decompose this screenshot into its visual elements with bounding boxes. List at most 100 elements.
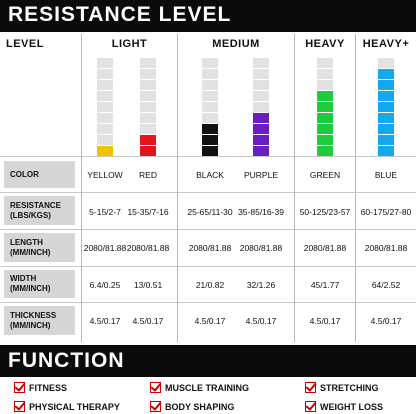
width-value: 6.4/0.25 bbox=[89, 280, 121, 290]
level-cell bbox=[140, 102, 156, 112]
level-cell bbox=[317, 58, 333, 68]
color-value: RED bbox=[139, 170, 157, 180]
level-cell bbox=[378, 91, 394, 101]
thickness-value: 4.5/0.17 bbox=[309, 316, 341, 326]
row-divider bbox=[0, 192, 416, 193]
level-cell bbox=[317, 146, 333, 156]
level-bar-blue bbox=[378, 58, 394, 157]
grid-divider bbox=[81, 34, 82, 342]
function-item: STRETCHING bbox=[305, 382, 379, 393]
level-cell bbox=[202, 58, 218, 68]
resistance-value: 15-35/7-16 bbox=[127, 207, 169, 217]
level-cell bbox=[202, 124, 218, 134]
heavy-plus-header: HEAVY+ bbox=[362, 38, 410, 50]
row-divider bbox=[0, 156, 416, 157]
color-value: GREEN bbox=[309, 170, 341, 180]
thickness-value: 4.5/0.17 bbox=[132, 316, 164, 326]
function-item: PHYSICAL THERAPY bbox=[14, 401, 120, 412]
level-cell bbox=[378, 135, 394, 145]
level-cell bbox=[202, 102, 218, 112]
resistance-value: 60-175/27-80 bbox=[360, 207, 412, 217]
function-title: FUNCTION bbox=[8, 349, 125, 372]
row-divider bbox=[0, 302, 416, 303]
width-value: 64/2.52 bbox=[371, 280, 401, 290]
level-cell bbox=[253, 58, 269, 68]
function-item: MUSCLE TRAINING bbox=[150, 382, 249, 393]
level-bar-red bbox=[140, 58, 156, 157]
level-cell bbox=[97, 91, 113, 101]
resistance-value: 35-85/16-39 bbox=[238, 207, 284, 217]
level-cell bbox=[140, 58, 156, 68]
width-value: 21/0.82 bbox=[195, 280, 225, 290]
page-title: RESISTANCE LEVEL bbox=[8, 3, 232, 26]
level-cell bbox=[202, 135, 218, 145]
level-cell bbox=[97, 102, 113, 112]
level-cell bbox=[202, 69, 218, 79]
function-item: BODY SHAPING bbox=[150, 401, 234, 412]
length-value: 2080/81.88 bbox=[364, 243, 408, 253]
length-value: 2080/81.88 bbox=[83, 243, 127, 253]
level-cell bbox=[97, 135, 113, 145]
width-value: 45/1.77 bbox=[310, 280, 340, 290]
level-cell bbox=[253, 124, 269, 134]
level-cell bbox=[140, 146, 156, 156]
checkbox-icon bbox=[14, 401, 25, 412]
level-cell bbox=[140, 80, 156, 90]
level-cell bbox=[97, 69, 113, 79]
level-cell bbox=[378, 124, 394, 134]
title-banner: RESISTANCE LEVEL bbox=[0, 0, 416, 32]
heavy-header: HEAVY bbox=[305, 38, 345, 50]
checkbox-icon bbox=[150, 401, 161, 412]
level-bar-green bbox=[317, 58, 333, 157]
level-cell bbox=[253, 80, 269, 90]
light-header: LIGHT bbox=[111, 38, 148, 50]
level-cell bbox=[253, 113, 269, 123]
level-cell bbox=[378, 69, 394, 79]
width-row-label: WIDTH (MM/INCH) bbox=[4, 270, 75, 298]
level-cell bbox=[202, 146, 218, 156]
function-item: FITNESS bbox=[14, 382, 67, 393]
thickness-row-label: THICKNESS (MM/INCH) bbox=[4, 306, 75, 335]
level-cell bbox=[140, 69, 156, 79]
level-cell bbox=[97, 146, 113, 156]
level-cell bbox=[317, 91, 333, 101]
grid-divider bbox=[355, 34, 356, 342]
color-row-label: COLOR bbox=[4, 161, 75, 188]
level-cell bbox=[97, 80, 113, 90]
level-cell bbox=[378, 113, 394, 123]
resistance-value: 25-65/11-30 bbox=[187, 207, 233, 217]
level-header: LEVEL bbox=[6, 38, 44, 50]
checkbox-icon bbox=[150, 382, 161, 393]
level-cell bbox=[202, 91, 218, 101]
level-cell bbox=[253, 91, 269, 101]
level-cell bbox=[317, 69, 333, 79]
width-value: 32/1.26 bbox=[246, 280, 276, 290]
resistance-value: 5-15/2-7 bbox=[89, 207, 121, 217]
level-cell bbox=[253, 135, 269, 145]
level-cell bbox=[378, 146, 394, 156]
medium-header: MEDIUM bbox=[212, 38, 260, 50]
thickness-value: 4.5/0.17 bbox=[194, 316, 226, 326]
level-cell bbox=[378, 58, 394, 68]
thickness-value: 4.5/0.17 bbox=[89, 316, 121, 326]
thickness-value: 4.5/0.17 bbox=[370, 316, 402, 326]
level-cell bbox=[202, 113, 218, 123]
length-value: 2080/81.88 bbox=[303, 243, 347, 253]
checkbox-icon bbox=[305, 382, 316, 393]
level-cell bbox=[140, 135, 156, 145]
level-cell bbox=[97, 58, 113, 68]
level-cell bbox=[317, 102, 333, 112]
level-cell bbox=[97, 124, 113, 134]
checkbox-icon bbox=[14, 382, 25, 393]
level-cell bbox=[140, 113, 156, 123]
level-bar-black bbox=[202, 58, 218, 157]
row-divider bbox=[0, 229, 416, 230]
level-cell bbox=[253, 146, 269, 156]
length-value: 2080/81.88 bbox=[126, 243, 170, 253]
length-row-label: LENGTH (MM/INCH) bbox=[4, 233, 75, 262]
level-bar-purple bbox=[253, 58, 269, 157]
level-cell bbox=[97, 113, 113, 123]
resistance-row-label: RESISTANCE (LBS/KGS) bbox=[4, 196, 75, 225]
level-cell bbox=[317, 80, 333, 90]
level-cell bbox=[378, 80, 394, 90]
